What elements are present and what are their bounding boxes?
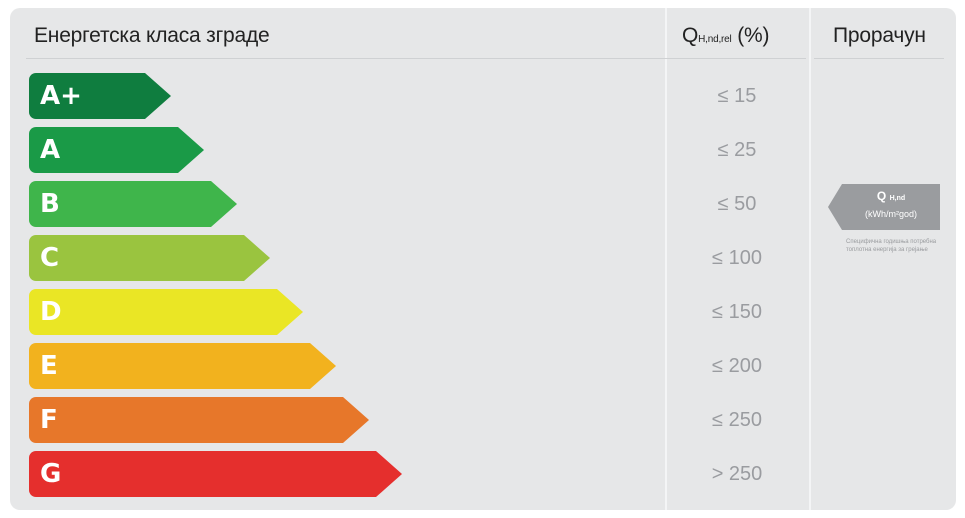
- energy-class-header: Енергетска класа зграде: [34, 24, 270, 47]
- energy-class-label: C: [40, 243, 60, 273]
- energy-class-range: ≤ 100: [712, 247, 762, 269]
- energy-class-bar: G: [29, 451, 402, 497]
- energy-class-range: ≤ 50: [717, 193, 757, 215]
- range-column-left-divider: [665, 8, 667, 510]
- energy-class-bar: B: [29, 181, 237, 227]
- energy-class-label: E: [40, 351, 58, 381]
- energy-class-range: ≤ 150: [712, 301, 762, 323]
- calc-q-symbol: Q: [876, 189, 887, 203]
- header-divider-calc: [814, 58, 944, 59]
- q-unit: (%): [737, 24, 770, 47]
- range-column-right-divider: [809, 8, 811, 510]
- energy-class-label: G: [40, 459, 62, 489]
- energy-class-bar: F: [29, 397, 369, 443]
- energy-class-range: ≤ 15: [717, 85, 757, 107]
- calculation-q-indicator: Q H,nd (kWh/m²god): [828, 184, 940, 230]
- calculation-header: Прорачун: [833, 24, 926, 47]
- q-percent-header: QH,nd,rel (%): [682, 24, 769, 48]
- energy-class-bar: A+: [29, 73, 171, 119]
- calc-q-subscript: H,nd: [889, 195, 906, 202]
- energy-class-bar: A: [29, 127, 204, 173]
- energy-class-panel: Енергетска класа зграде QH,nd,rel (%) Пр…: [10, 8, 956, 510]
- calc-q-unit: (kWh/m²god): [864, 209, 917, 219]
- q-symbol: Q: [682, 24, 699, 47]
- energy-class-range: ≤ 200: [712, 355, 762, 377]
- energy-class-label: B: [40, 189, 60, 219]
- energy-class-range: ≤ 25: [717, 139, 757, 161]
- energy-class-bar: C: [29, 235, 270, 281]
- energy-class-range: > 250: [711, 463, 763, 485]
- energy-class-label: A+: [40, 81, 82, 111]
- energy-class-bar: E: [29, 343, 336, 389]
- energy-class-bar: D: [29, 289, 303, 335]
- q-subscript: H,nd,rel: [698, 34, 732, 45]
- energy-class-label: F: [40, 405, 58, 435]
- calc-q-note: Специфична годишња потребна топлотна ене…: [846, 239, 937, 253]
- calc-q-title: Q H,nd: [842, 189, 940, 206]
- energy-class-range: ≤ 250: [712, 409, 762, 431]
- energy-class-label: D: [40, 297, 62, 327]
- energy-class-label: A: [40, 135, 61, 165]
- header-divider: [26, 58, 806, 59]
